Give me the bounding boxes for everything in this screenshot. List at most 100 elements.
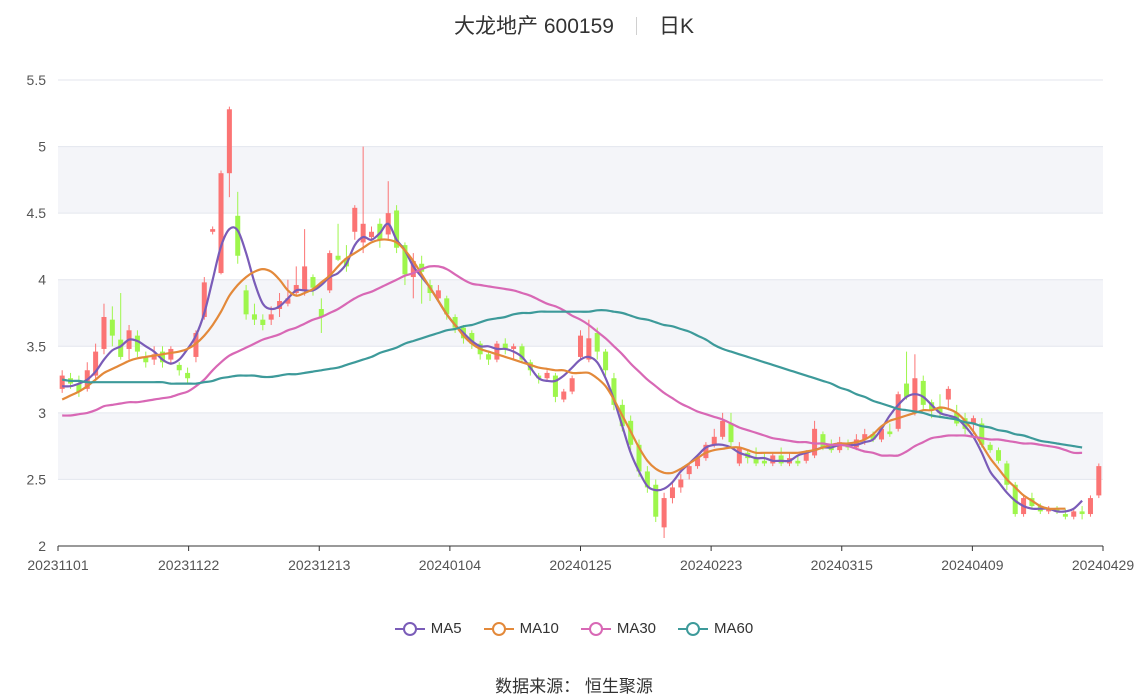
legend-label-ma10: MA10 — [519, 620, 559, 637]
candle-body — [168, 348, 174, 360]
candle-body — [820, 434, 826, 448]
candle-body — [895, 394, 901, 429]
candle-body — [795, 460, 801, 464]
line-ma60 — [61, 309, 1083, 449]
candle-body — [594, 332, 600, 352]
candle-body — [569, 378, 575, 392]
candle-body — [937, 407, 943, 413]
line-ma10 — [61, 238, 1066, 511]
candle-body — [159, 351, 166, 363]
candle-body — [226, 109, 232, 174]
candle-body — [636, 444, 642, 472]
candle-body — [912, 378, 918, 413]
x-tick-label: 20231213 — [288, 557, 351, 573]
candle-body — [151, 354, 157, 360]
candle-body — [669, 487, 675, 499]
candle-body — [118, 339, 124, 357]
candle-body — [1054, 508, 1060, 512]
kline-chart: 2 2.5 3 3.5 4 4.5 5 5.5 20231101 20231122 20231213… — [27, 72, 1135, 573]
y-tick-label: 5 — [38, 139, 46, 155]
candle-body — [260, 319, 266, 325]
candle-body — [803, 452, 809, 461]
ma10-legend-icon — [483, 621, 514, 636]
candle-body — [101, 316, 107, 349]
candle-body — [1046, 508, 1052, 512]
candle-body — [778, 455, 784, 464]
candle-body — [812, 428, 818, 456]
x-tick-label: 20231122 — [158, 557, 219, 573]
candle-body — [870, 434, 876, 440]
candle-body — [176, 364, 182, 371]
candle-body — [93, 351, 99, 376]
candle-body — [419, 263, 425, 272]
candle-body — [970, 418, 976, 424]
candle-body — [494, 343, 500, 360]
x-tick-label: 20240223 — [680, 557, 743, 573]
candle-body — [402, 245, 408, 275]
candle-body — [519, 346, 525, 360]
candle-body — [720, 420, 726, 437]
candle-body — [76, 383, 82, 392]
candle-body — [109, 319, 115, 336]
candle-body — [728, 423, 734, 443]
candle-body — [678, 479, 684, 488]
candle-body — [1087, 498, 1093, 515]
candle-body — [561, 391, 567, 400]
candle-body — [837, 442, 843, 451]
candle-body — [1029, 498, 1035, 507]
y-tick-label: 4 — [38, 272, 46, 288]
grid-band — [58, 146, 1103, 214]
candle-body — [1004, 463, 1010, 485]
candle-body — [285, 298, 291, 304]
candle-body — [644, 471, 650, 488]
candle-body — [452, 316, 458, 328]
candle-body — [318, 309, 324, 317]
candle-body — [945, 388, 951, 400]
stock-name: 大龙地产 600159 — [454, 15, 614, 38]
line-ma30 — [62, 265, 1083, 457]
candle-body — [653, 484, 659, 517]
candle-body — [327, 253, 333, 291]
y-tick-label: 2.5 — [27, 471, 47, 487]
chart-title: 大龙地产 600159 日K — [0, 10, 1148, 40]
candle-body — [352, 207, 358, 232]
candle-body — [201, 282, 207, 317]
candle-body — [134, 335, 140, 352]
candle-body — [862, 434, 868, 440]
legend-item-ma60[interactable]: MA60 — [678, 620, 753, 637]
candle-body — [410, 261, 416, 278]
candle-body — [586, 338, 592, 360]
candle-body — [703, 444, 709, 459]
candle-body — [761, 460, 767, 464]
x-tick-label: 20240315 — [811, 557, 874, 573]
candle-body — [435, 290, 441, 299]
candle-body — [887, 431, 893, 435]
candle-body — [770, 455, 776, 464]
x-tick-label: 20240104 — [419, 557, 482, 573]
candle-body — [251, 314, 257, 320]
legend-item-ma30[interactable]: MA30 — [580, 620, 656, 637]
candle-body — [218, 173, 224, 274]
candle-body — [979, 423, 985, 445]
candle-body — [185, 372, 191, 379]
data-source: 数据来源： 恒生聚源 — [495, 677, 653, 696]
legend-item-ma10[interactable]: MA10 — [483, 620, 559, 637]
candle-body — [360, 223, 366, 243]
x-tick-label: 20240125 — [549, 557, 612, 573]
grid-band — [58, 412, 1103, 480]
candle-body — [302, 266, 308, 291]
legend-item-ma5[interactable]: MA5 — [394, 620, 462, 637]
x-tick-label: 20240429 — [1072, 557, 1135, 573]
candle-body — [603, 351, 609, 371]
candle-body — [486, 354, 492, 360]
candle-body — [143, 356, 149, 363]
x-tick-label: 20240409 — [941, 557, 1004, 573]
legend-label-ma5: MA5 — [430, 620, 462, 637]
legend-label-ma60: MA60 — [714, 620, 754, 637]
candle-body — [1062, 514, 1068, 517]
y-tick-label: 2 — [38, 538, 46, 554]
candle-body — [753, 458, 759, 464]
candle-body — [920, 380, 926, 405]
candle-body — [577, 335, 584, 357]
line-ma5 — [62, 222, 1083, 513]
